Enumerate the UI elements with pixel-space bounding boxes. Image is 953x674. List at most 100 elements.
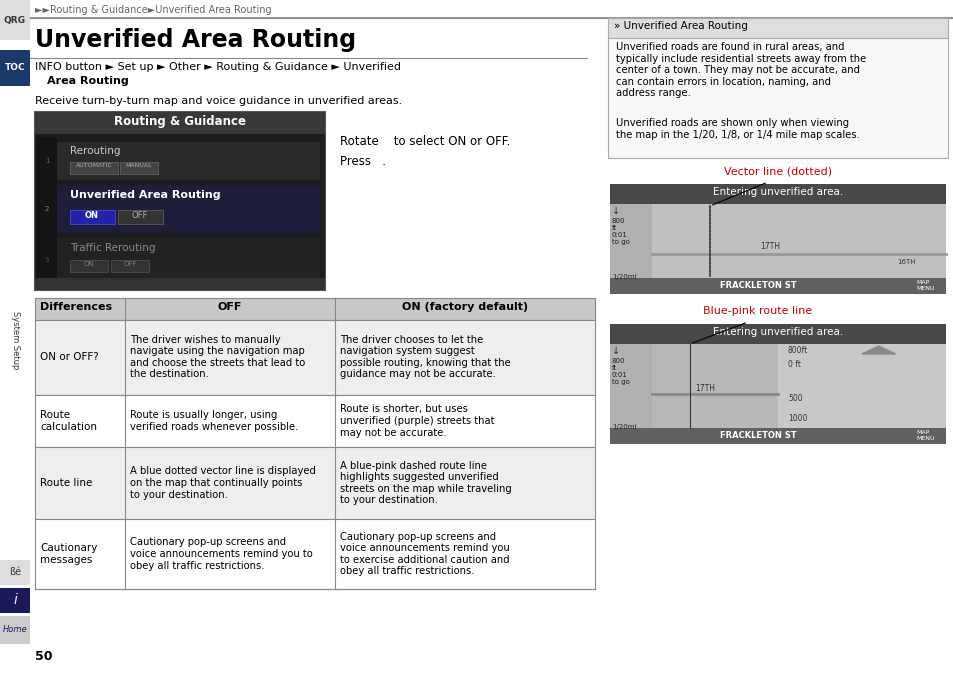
Text: MANUAL: MANUAL — [126, 163, 152, 168]
Bar — [609, 184, 945, 294]
Bar — [120, 162, 158, 174]
Text: The driver wishes to manually
navigate using the navigation map
and choose the s: The driver wishes to manually navigate u… — [130, 334, 305, 379]
Text: Unverified Area Routing: Unverified Area Routing — [35, 28, 355, 52]
Text: 1: 1 — [45, 158, 50, 164]
Bar — [35, 519, 595, 589]
Text: Route line: Route line — [40, 478, 92, 488]
Text: ON or OFF?: ON or OFF? — [40, 352, 99, 362]
Bar — [57, 185, 319, 233]
Text: A blue dotted vector line is displayed
on the map that continually points
to you: A blue dotted vector line is displayed o… — [130, 466, 315, 499]
Text: 1/20mi: 1/20mi — [612, 424, 636, 430]
Bar — [57, 238, 319, 283]
Text: Unverified roads are shown only when viewing
the map in the 1/20, 1/8, or 1/4 mi: Unverified roads are shown only when vie… — [616, 118, 859, 140]
Text: Route is shorter, but uses
unverified (purple) streets that
may not be accurate.: Route is shorter, but uses unverified (p… — [339, 404, 494, 437]
Text: 3: 3 — [45, 257, 50, 263]
Text: Traffic Rerouting: Traffic Rerouting — [70, 243, 155, 253]
Text: OFF: OFF — [123, 261, 136, 267]
Text: Routing & Guidance: Routing & Guidance — [113, 115, 246, 128]
Bar — [609, 278, 945, 294]
Text: Unverified Area Routing: Unverified Area Routing — [70, 190, 220, 200]
Text: Blue-pink route line: Blue-pink route line — [702, 306, 812, 316]
Text: i: i — [13, 593, 17, 607]
Text: 17TH: 17TH — [760, 242, 780, 251]
Text: A blue-pink dashed route line
highlights suggested unverified
streets on the map: A blue-pink dashed route line highlights… — [339, 460, 511, 506]
Text: ON: ON — [85, 211, 99, 220]
Text: AUTOMATIC: AUTOMATIC — [75, 163, 112, 168]
Text: Rerouting: Rerouting — [70, 146, 120, 156]
Text: OFF: OFF — [217, 302, 242, 312]
Text: Differences: Differences — [40, 302, 112, 312]
Bar — [35, 278, 325, 290]
Bar — [70, 210, 115, 224]
Text: ßé: ßé — [9, 567, 21, 577]
Text: Rotate    to select ON or OFF.: Rotate to select ON or OFF. — [339, 135, 510, 148]
Bar — [35, 112, 325, 290]
Bar — [0, 50, 30, 86]
Text: Home: Home — [3, 625, 28, 634]
Text: Entering unverified area.: Entering unverified area. — [712, 187, 842, 197]
Text: 0 ft: 0 ft — [787, 360, 801, 369]
Text: Vector line (dotted): Vector line (dotted) — [723, 166, 831, 176]
Bar — [118, 210, 163, 224]
Text: ►►Routing & Guidance►Unverified Area Routing: ►►Routing & Guidance►Unverified Area Rou… — [35, 5, 272, 15]
Text: Cautionary pop-up screens and
voice announcements remind you to
obey all traffic: Cautionary pop-up screens and voice anno… — [130, 537, 313, 571]
Text: 16TH: 16TH — [896, 259, 914, 265]
Text: System Setup: System Setup — [10, 311, 19, 369]
Bar — [607, 38, 947, 158]
Text: » Unverified Area Routing: » Unverified Area Routing — [614, 21, 747, 31]
Bar — [35, 320, 595, 395]
Text: Receive turn-by-turn map and voice guidance in unverified areas.: Receive turn-by-turn map and voice guida… — [35, 96, 402, 106]
Bar — [70, 260, 108, 272]
Text: Entering unverified area.: Entering unverified area. — [712, 327, 842, 337]
Bar — [609, 344, 651, 428]
Text: QRG: QRG — [4, 16, 26, 24]
Bar — [35, 134, 325, 290]
Text: Area Routing: Area Routing — [47, 76, 129, 86]
Text: Cautionary
messages: Cautionary messages — [40, 543, 97, 565]
Bar — [0, 0, 30, 40]
Text: ↓: ↓ — [612, 206, 619, 216]
Bar — [35, 395, 595, 447]
Text: 1000: 1000 — [787, 414, 806, 423]
Text: 800ft: 800ft — [787, 346, 807, 355]
Bar — [0, 560, 30, 585]
Text: Route is usually longer, using
verified roads whenever possible.: Route is usually longer, using verified … — [130, 410, 298, 432]
Bar — [35, 112, 325, 134]
Text: INFO button ► Set up ► Other ► Routing & Guidance ► Unverified: INFO button ► Set up ► Other ► Routing &… — [35, 62, 400, 72]
Text: 1/20mi: 1/20mi — [612, 274, 636, 280]
Text: ON (factory default): ON (factory default) — [401, 302, 528, 312]
Bar — [70, 162, 118, 174]
Polygon shape — [862, 346, 895, 354]
Text: Press   .: Press . — [339, 155, 386, 168]
Text: The driver chooses to let the
navigation system suggest
possible routing, knowin: The driver chooses to let the navigation… — [339, 334, 510, 379]
Text: MAP
MENU: MAP MENU — [916, 430, 934, 441]
Bar — [609, 428, 945, 444]
Bar — [57, 142, 319, 180]
Text: 2: 2 — [45, 206, 50, 212]
Bar — [35, 298, 595, 320]
Bar — [607, 18, 947, 38]
Text: Cautionary pop-up screens and
voice announcements remind you
to exercise additio: Cautionary pop-up screens and voice anno… — [339, 532, 509, 576]
Text: 50: 50 — [35, 650, 52, 663]
Bar — [35, 447, 595, 519]
Text: 800
ft
0:01
to go: 800 ft 0:01 to go — [612, 218, 629, 245]
Text: OFF: OFF — [132, 211, 148, 220]
Text: ON: ON — [84, 261, 94, 267]
Bar — [778, 344, 945, 428]
Bar — [609, 184, 945, 204]
Text: 500: 500 — [787, 394, 801, 403]
Bar — [609, 204, 651, 278]
Text: ↓: ↓ — [612, 346, 619, 356]
Text: Unverified roads are found in rural areas, and
typically include residential str: Unverified roads are found in rural area… — [616, 42, 865, 98]
Bar — [609, 324, 945, 344]
Text: 17TH: 17TH — [695, 384, 714, 393]
Bar — [609, 324, 945, 444]
Text: TOC: TOC — [5, 63, 26, 73]
Bar — [0, 616, 30, 644]
Text: MAP
MENU: MAP MENU — [916, 280, 934, 290]
Text: FRACKLETON ST: FRACKLETON ST — [719, 281, 796, 290]
Bar — [111, 260, 149, 272]
Bar — [0, 588, 30, 613]
Text: FRACKLETON ST: FRACKLETON ST — [719, 431, 796, 440]
Text: 800
ft
0:01
to go: 800 ft 0:01 to go — [612, 358, 629, 385]
